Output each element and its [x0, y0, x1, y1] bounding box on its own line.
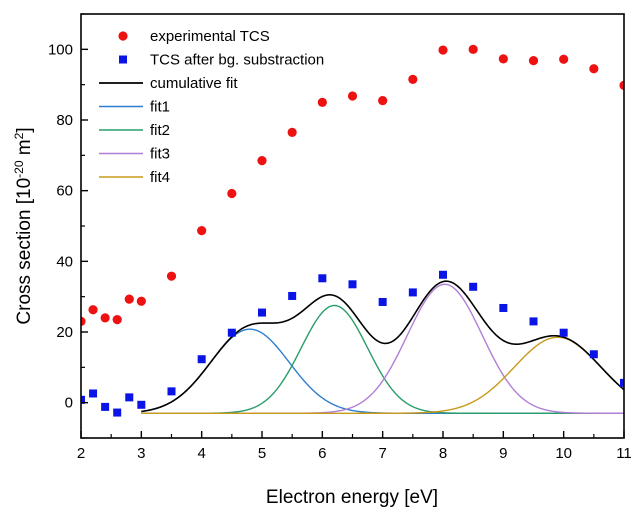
x-tick-label: 8 [439, 445, 447, 462]
experimental-tcs-point [124, 294, 134, 304]
tcs-after-bg-substraction-point [620, 378, 624, 387]
x-tick-label: 2 [77, 445, 85, 462]
legend-label-fit3: fit3 [150, 146, 170, 163]
x-tick-label: 4 [197, 445, 205, 462]
tcs-after-bg-substraction-point [101, 402, 110, 411]
y-tick-label: 40 [56, 253, 73, 270]
tcs-after-bg-substraction-point [499, 303, 508, 312]
x-tick-label: 9 [499, 445, 507, 462]
experimental-tcs-point [528, 56, 539, 66]
cumulative-fit-curve [141, 280, 624, 413]
experimental-tcs-point [81, 316, 86, 326]
legend-label-fit2: fit2 [150, 122, 170, 139]
fit-curves [141, 280, 624, 414]
experimental-tcs-legend-marker [118, 31, 128, 41]
x-tick-label: 7 [378, 445, 386, 462]
fit1-curve [141, 328, 624, 414]
experimental-tcs-point [227, 188, 237, 199]
tcs-after-bg-substraction-legend-marker [119, 55, 127, 64]
tcs-after-bg-substraction-point [408, 288, 417, 297]
experimental-tcs-point [100, 313, 110, 323]
y-tick-label: 60 [56, 183, 73, 200]
x-axis-label: Electron energy [eV] [266, 487, 438, 508]
tcs-after-bg-substraction-point [167, 387, 176, 396]
x-tick-label: 5 [258, 445, 266, 462]
experimental-tcs-point [619, 80, 624, 90]
experimental-tcs-point [136, 296, 146, 306]
fit4-curve [141, 336, 624, 414]
experimental-tcs-point [166, 271, 177, 281]
tcs-after-bg-substraction-point [529, 317, 538, 326]
tcs-after-bg-substraction-point [439, 270, 447, 279]
tcs-after-bg-substraction-point [348, 280, 357, 289]
y-tick-label: 100 [48, 41, 73, 58]
tcs-after-bg-substraction-point [288, 291, 297, 300]
y-tick-label: 0 [65, 395, 73, 412]
y-axis-label: Cross section [10-20 m2] [12, 127, 35, 324]
x-tick-label: 3 [137, 445, 145, 462]
experimental-tcs-point [112, 315, 122, 325]
legend: experimental TCS TCS after bg. substracti… [99, 28, 324, 186]
tcs-after-bg-substraction-point [137, 400, 146, 409]
tcs-after-bg-substraction-point [378, 297, 387, 306]
data-points [81, 44, 624, 417]
experimental-tcs-point [88, 305, 98, 315]
experimental-tcs-point [287, 127, 297, 137]
x-tick-label: 6 [318, 445, 326, 462]
tcs-after-bg-substraction-point [81, 395, 85, 404]
experimental-tcs-point [468, 44, 478, 54]
tcs-after-bg-substraction-point [227, 328, 236, 337]
experimental-tcs-point [347, 91, 358, 101]
tcs-after-bg-substraction-point [89, 389, 98, 398]
tcs-after-bg-substraction-point [589, 350, 598, 359]
x-tick-label: 10 [555, 445, 572, 462]
experimental-tcs-point [408, 74, 418, 84]
tcs-after-bg-substraction-point [113, 408, 122, 417]
y-tick-label: 20 [56, 324, 73, 341]
x-tick-label: 11 [616, 445, 632, 462]
experimental-tcs-point [498, 54, 508, 64]
tcs-after-bg-substraction-point [197, 355, 206, 364]
y-axis-ticks: 0 20 40 60 80 100 [48, 13, 88, 439]
experimental-tcs-point [378, 95, 388, 106]
legend-label-experimental-tcs: experimental TCS [150, 28, 270, 45]
y-tick-label: 80 [56, 112, 73, 129]
legend-label-cumulative-fit: cumulative fit [150, 75, 238, 92]
tcs-after-bg-substraction-point [258, 308, 266, 317]
experimental-tcs-point [559, 54, 569, 64]
experimental-tcs-point [317, 97, 327, 107]
tcs-after-bg-substraction-point [469, 282, 478, 291]
experimental-tcs-point [197, 225, 207, 236]
legend-label-fit1: fit1 [150, 99, 170, 116]
x-axis-ticks: 2 3 4 5 6 7 8 9 10 11 [77, 431, 632, 462]
experimental-tcs-point [589, 64, 599, 74]
experimental-tcs-point [257, 156, 267, 166]
tcs-after-bg-substraction-point [559, 328, 568, 337]
experimental-tcs-point [438, 45, 448, 55]
legend-label-fit4: fit4 [150, 169, 170, 186]
tcs-after-bg-substraction-point [318, 274, 327, 283]
tcs-after-bg-substraction-point [125, 393, 134, 402]
legend-label-tcs-after-bg-substraction: TCS after bg. substraction [150, 52, 324, 69]
